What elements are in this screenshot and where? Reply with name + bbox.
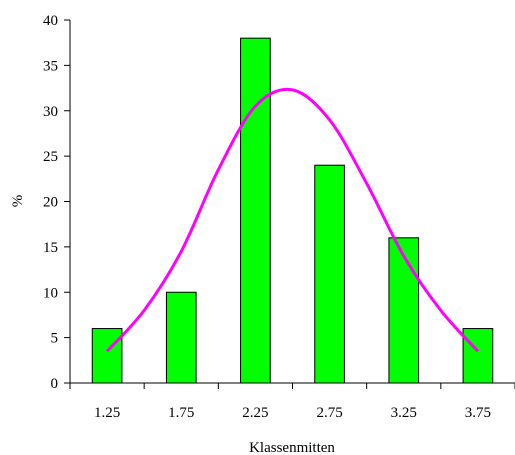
y-tick-label: 0 <box>51 376 59 392</box>
y-tick-label: 35 <box>43 58 58 74</box>
y-tick-label: 10 <box>43 285 58 301</box>
bar-1.25 <box>91 328 123 384</box>
x-tick-label: 1.25 <box>94 405 120 421</box>
x-tick-label: 2.75 <box>316 405 342 421</box>
x-tick-label: 2.25 <box>242 405 268 421</box>
y-tick-label: 30 <box>43 104 58 120</box>
x-tick-label: 3.75 <box>465 405 491 421</box>
bar-2.25 <box>240 37 271 384</box>
bars-layer <box>91 37 494 384</box>
y-tick-label: 40 <box>43 13 58 29</box>
x-tick-label: 3.25 <box>391 405 417 421</box>
y-tick-label: 20 <box>43 195 58 211</box>
bar-2.75 <box>314 164 345 384</box>
bar-1.75 <box>165 291 197 384</box>
y-tick-label: 25 <box>43 149 58 165</box>
y-tick-label: 5 <box>51 331 59 347</box>
normal-curve <box>105 87 480 353</box>
bar-3.25 <box>388 237 420 384</box>
x-tick-label: 1.75 <box>168 405 194 421</box>
y-axis-title: % <box>10 195 26 208</box>
ticks-layer: 0 5 10 15 20 25 30 35 40 1.25 1.75 2.25 2.75 3.25 3.75 <box>43 13 515 421</box>
bar-3.75 <box>462 328 494 384</box>
y-tick-label: 15 <box>43 240 58 256</box>
x-axis-title: Klassenmitten <box>249 440 335 455</box>
axes-layer <box>69 20 515 384</box>
curve-layer <box>105 87 480 353</box>
